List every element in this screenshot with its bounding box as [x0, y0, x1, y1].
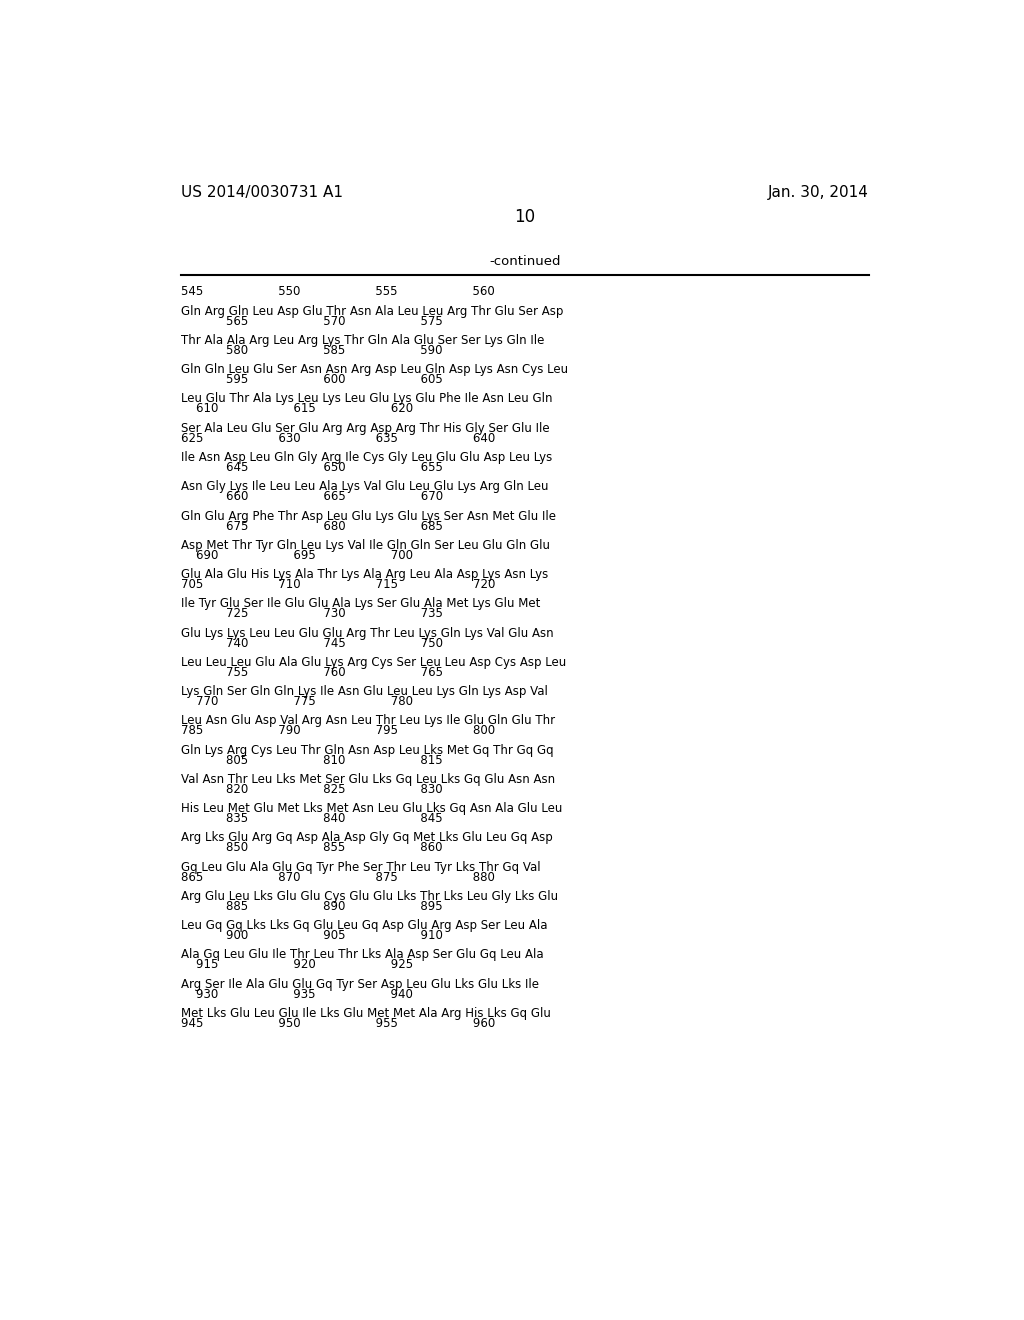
- Text: Asn Gly Lys Ile Leu Leu Ala Lys Val Glu Leu Glu Lys Arg Gln Leu: Asn Gly Lys Ile Leu Leu Ala Lys Val Glu …: [180, 480, 548, 494]
- Text: Met Lks Glu Leu Glu Ile Lks Glu Met Met Ala Arg His Lks Gq Glu: Met Lks Glu Leu Glu Ile Lks Glu Met Met …: [180, 1007, 551, 1020]
- Text: 565                    570                    575: 565 570 575: [180, 314, 442, 327]
- Text: Glu Lys Lys Leu Leu Glu Glu Arg Thr Leu Lys Gln Lys Val Glu Asn: Glu Lys Lys Leu Leu Glu Glu Arg Thr Leu …: [180, 627, 553, 640]
- Text: 915                    920                    925: 915 920 925: [180, 958, 413, 972]
- Text: 610                    615                    620: 610 615 620: [180, 403, 413, 416]
- Text: 645                    650                    655: 645 650 655: [180, 461, 442, 474]
- Text: Leu Asn Glu Asp Val Arg Asn Leu Thr Leu Lys Ile Glu Gln Glu Thr: Leu Asn Glu Asp Val Arg Asn Leu Thr Leu …: [180, 714, 555, 727]
- Text: Gln Gln Leu Glu Ser Asn Asn Arg Asp Leu Gln Asp Lys Asn Cys Leu: Gln Gln Leu Glu Ser Asn Asn Arg Asp Leu …: [180, 363, 568, 376]
- Text: 675                    680                    685: 675 680 685: [180, 520, 442, 532]
- Text: Asp Met Thr Tyr Gln Leu Lys Val Ile Gln Gln Ser Leu Glu Gln Glu: Asp Met Thr Tyr Gln Leu Lys Val Ile Gln …: [180, 539, 550, 552]
- Text: 740                    745                    750: 740 745 750: [180, 636, 442, 649]
- Text: 660                    665                    670: 660 665 670: [180, 490, 442, 503]
- Text: 625                    630                    635                    640: 625 630 635 640: [180, 432, 495, 445]
- Text: Thr Ala Ala Arg Leu Arg Lys Thr Gln Ala Glu Ser Ser Lys Gln Ile: Thr Ala Ala Arg Leu Arg Lys Thr Gln Ala …: [180, 334, 544, 347]
- Text: Lys Gln Ser Gln Gln Lys Ile Asn Glu Leu Leu Lys Gln Lys Asp Val: Lys Gln Ser Gln Gln Lys Ile Asn Glu Leu …: [180, 685, 548, 698]
- Text: Val Asn Thr Leu Lks Met Ser Glu Lks Gq Leu Lks Gq Glu Asn Asn: Val Asn Thr Leu Lks Met Ser Glu Lks Gq L…: [180, 774, 555, 785]
- Text: 885                    890                    895: 885 890 895: [180, 900, 442, 913]
- Text: Leu Glu Thr Ala Lys Leu Lys Leu Glu Lys Glu Phe Ile Asn Leu Gln: Leu Glu Thr Ala Lys Leu Lys Leu Glu Lys …: [180, 392, 552, 405]
- Text: 690                    695                    700: 690 695 700: [180, 549, 413, 562]
- Text: 785                    790                    795                    800: 785 790 795 800: [180, 725, 495, 738]
- Text: 595                    600                    605: 595 600 605: [180, 374, 442, 387]
- Text: -continued: -continued: [489, 255, 560, 268]
- Text: US 2014/0030731 A1: US 2014/0030731 A1: [180, 185, 343, 201]
- Text: Gln Glu Arg Phe Thr Asp Leu Glu Lys Glu Lys Ser Asn Met Glu Ile: Gln Glu Arg Phe Thr Asp Leu Glu Lys Glu …: [180, 510, 556, 523]
- Text: His Leu Met Glu Met Lks Met Asn Leu Glu Lks Gq Asn Ala Glu Leu: His Leu Met Glu Met Lks Met Asn Leu Glu …: [180, 803, 562, 816]
- Text: 725                    730                    735: 725 730 735: [180, 607, 442, 620]
- Text: Gln Lys Arg Cys Leu Thr Gln Asn Asp Leu Lks Met Gq Thr Gq Gq: Gln Lys Arg Cys Leu Thr Gln Asn Asp Leu …: [180, 743, 553, 756]
- Text: 10: 10: [514, 209, 536, 227]
- Text: Ile Tyr Glu Ser Ile Glu Glu Ala Lys Ser Glu Ala Met Lys Glu Met: Ile Tyr Glu Ser Ile Glu Glu Ala Lys Ser …: [180, 598, 540, 610]
- Text: Gln Arg Gln Leu Asp Glu Thr Asn Ala Leu Leu Arg Thr Glu Ser Asp: Gln Arg Gln Leu Asp Glu Thr Asn Ala Leu …: [180, 305, 563, 318]
- Text: 545                    550                    555                    560: 545 550 555 560: [180, 285, 495, 298]
- Text: Ser Ala Leu Glu Ser Glu Arg Arg Asp Arg Thr His Gly Ser Glu Ile: Ser Ala Leu Glu Ser Glu Arg Arg Asp Arg …: [180, 422, 549, 434]
- Text: 805                    810                    815: 805 810 815: [180, 754, 442, 767]
- Text: 930                    935                    940: 930 935 940: [180, 987, 413, 1001]
- Text: Leu Gq Gq Lks Lks Gq Glu Leu Gq Asp Glu Arg Asp Ser Leu Ala: Leu Gq Gq Lks Lks Gq Glu Leu Gq Asp Glu …: [180, 919, 547, 932]
- Text: Arg Ser Ile Ala Glu Glu Gq Tyr Ser Asp Leu Glu Lks Glu Lks Ile: Arg Ser Ile Ala Glu Glu Gq Tyr Ser Asp L…: [180, 978, 539, 991]
- Text: 705                    710                    715                    720: 705 710 715 720: [180, 578, 495, 591]
- Text: Arg Glu Leu Lks Glu Glu Cys Glu Glu Lks Thr Lks Leu Gly Lks Glu: Arg Glu Leu Lks Glu Glu Cys Glu Glu Lks …: [180, 890, 558, 903]
- Text: 755                    760                    765: 755 760 765: [180, 665, 442, 678]
- Text: Leu Leu Leu Glu Ala Glu Lys Arg Cys Ser Leu Leu Asp Cys Asp Leu: Leu Leu Leu Glu Ala Glu Lys Arg Cys Ser …: [180, 656, 566, 669]
- Text: Arg Lks Glu Arg Gq Asp Ala Asp Gly Gq Met Lks Glu Leu Gq Asp: Arg Lks Glu Arg Gq Asp Ala Asp Gly Gq Me…: [180, 832, 553, 845]
- Text: 850                    855                    860: 850 855 860: [180, 841, 442, 854]
- Text: 865                    870                    875                    880: 865 870 875 880: [180, 871, 495, 883]
- Text: 900                    905                    910: 900 905 910: [180, 929, 442, 942]
- Text: 580                    585                    590: 580 585 590: [180, 345, 442, 356]
- Text: Ile Asn Asp Leu Gln Gly Arg Ile Cys Gly Leu Glu Glu Asp Leu Lys: Ile Asn Asp Leu Gln Gly Arg Ile Cys Gly …: [180, 451, 552, 465]
- Text: Ala Gq Leu Glu Ile Thr Leu Thr Lks Ala Asp Ser Glu Gq Leu Ala: Ala Gq Leu Glu Ile Thr Leu Thr Lks Ala A…: [180, 949, 544, 961]
- Text: 945                    950                    955                    960: 945 950 955 960: [180, 1016, 495, 1030]
- Text: Gq Leu Glu Ala Glu Gq Tyr Phe Ser Thr Leu Tyr Lks Thr Gq Val: Gq Leu Glu Ala Glu Gq Tyr Phe Ser Thr Le…: [180, 861, 541, 874]
- Text: 835                    840                    845: 835 840 845: [180, 812, 442, 825]
- Text: Jan. 30, 2014: Jan. 30, 2014: [768, 185, 869, 201]
- Text: 770                    775                    780: 770 775 780: [180, 696, 413, 708]
- Text: 820                    825                    830: 820 825 830: [180, 783, 442, 796]
- Text: Glu Ala Glu His Lys Ala Thr Lys Ala Arg Leu Ala Asp Lys Asn Lys: Glu Ala Glu His Lys Ala Thr Lys Ala Arg …: [180, 568, 548, 581]
